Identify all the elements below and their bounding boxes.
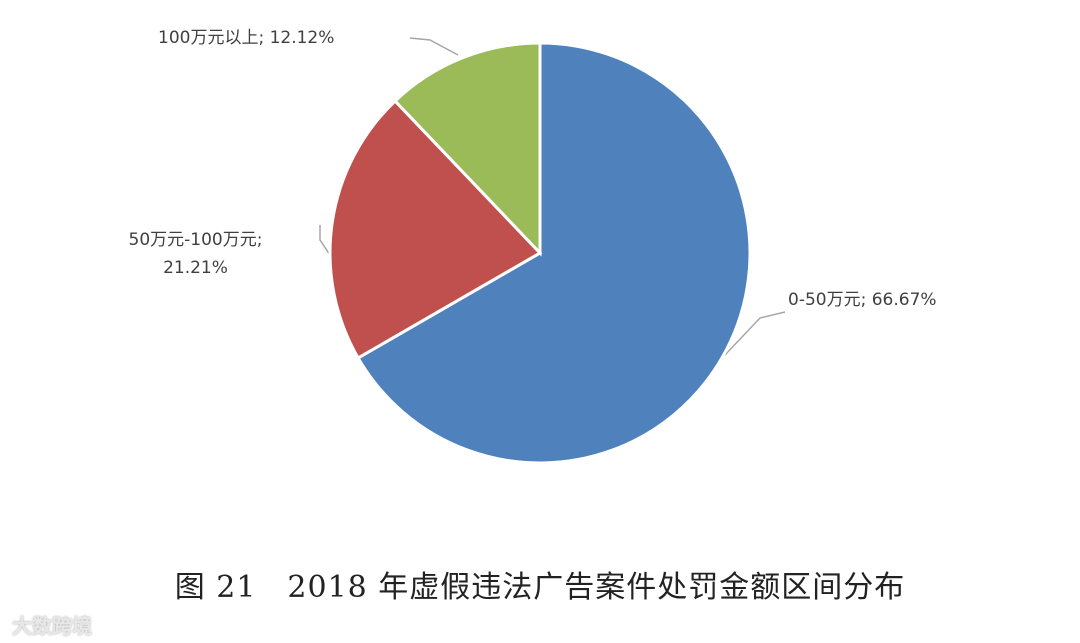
watermark: 大数跨境 bbox=[12, 614, 92, 638]
leader-lines bbox=[319, 37, 786, 356]
pie-slice bbox=[328, 98, 543, 361]
pie-slice bbox=[392, 41, 542, 257]
leader-line bbox=[409, 37, 459, 56]
data-label: 50万元-100万元; 21.21% bbox=[128, 230, 263, 278]
data-label: 0-50万元; 66.67% bbox=[788, 290, 937, 310]
chart-title: 图 21 2018 年虚假违法广告案件处罚金额区间分布 bbox=[174, 570, 906, 605]
pie-slice bbox=[356, 41, 752, 465]
data-label: 100万元以上; 12.12% bbox=[158, 28, 335, 48]
leader-line bbox=[319, 225, 331, 256]
leader-line bbox=[724, 311, 786, 356]
